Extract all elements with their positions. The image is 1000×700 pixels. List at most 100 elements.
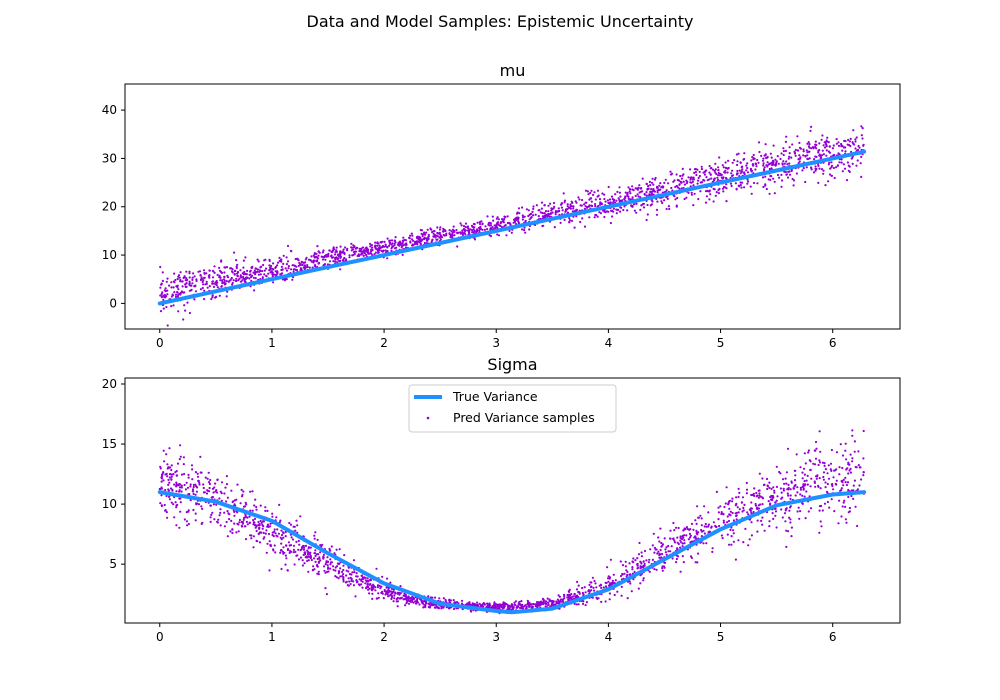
- sample-point: [291, 264, 294, 267]
- sample-point: [407, 602, 411, 605]
- sample-point: [840, 479, 844, 482]
- sample-point: [835, 468, 838, 471]
- sample-point: [485, 605, 488, 609]
- sample-point: [215, 279, 218, 283]
- sample-point: [840, 145, 843, 148]
- sample-point: [160, 480, 163, 483]
- sample-point: [632, 203, 636, 206]
- sample-point: [388, 244, 391, 247]
- sample-point: [246, 523, 249, 526]
- sample-point: [635, 211, 638, 214]
- sample-point: [267, 532, 271, 536]
- sample-point: [289, 523, 293, 526]
- sample-point: [732, 519, 736, 522]
- sample-point: [182, 276, 185, 279]
- sample-point: [466, 226, 470, 229]
- sample-point: [774, 158, 777, 161]
- sample-point: [802, 154, 805, 157]
- sample-point: [253, 289, 256, 292]
- sample-point: [776, 155, 779, 158]
- sample-point: [275, 516, 278, 519]
- sample-point: [790, 535, 793, 538]
- sample-point: [801, 494, 804, 497]
- sample-point: [759, 503, 762, 506]
- sample-point: [661, 201, 664, 205]
- sample-point: [641, 177, 644, 180]
- sample-point: [696, 182, 699, 185]
- sample-point: [830, 469, 833, 472]
- sample-point: [798, 154, 801, 157]
- sample-point: [356, 580, 359, 583]
- sample-point: [312, 565, 315, 568]
- sample-point: [599, 201, 602, 204]
- sample-point: [840, 487, 843, 490]
- sample-point: [386, 237, 389, 240]
- sample-point: [166, 293, 169, 296]
- sample-point: [703, 505, 706, 508]
- sample-point: [245, 272, 248, 276]
- sample-point: [191, 276, 194, 279]
- sample-point: [721, 537, 724, 540]
- sample-point: [746, 171, 750, 174]
- sample-point: [478, 221, 481, 224]
- sample-point: [238, 521, 241, 524]
- sample-point: [718, 524, 721, 528]
- sample-point: [202, 279, 205, 282]
- sample-point: [640, 204, 643, 207]
- sample-point: [818, 461, 822, 464]
- sample-point: [768, 481, 771, 484]
- sample-point: [258, 527, 261, 530]
- sample-point: [591, 204, 594, 208]
- sample-point: [700, 517, 703, 520]
- sample-point: [352, 559, 356, 562]
- sample-point: [361, 586, 364, 589]
- sample-point: [368, 583, 371, 586]
- sample-point: [342, 578, 345, 582]
- sample-point: [399, 243, 402, 246]
- sample-point: [673, 529, 676, 532]
- sample-point: [521, 603, 524, 606]
- plot-area: [157, 125, 867, 327]
- sample-point: [235, 277, 238, 280]
- sample-point: [270, 264, 273, 268]
- sample-point: [181, 280, 184, 283]
- sample-point: [228, 518, 231, 521]
- sample-point: [683, 197, 686, 201]
- sample-point: [646, 203, 649, 207]
- sample-point: [842, 163, 846, 166]
- sample-point: [402, 598, 405, 601]
- sample-point: [758, 489, 761, 492]
- sample-point: [577, 196, 580, 199]
- sample-point: [690, 522, 694, 526]
- sample-point: [269, 271, 272, 274]
- sample-point: [631, 185, 634, 188]
- sample-point: [167, 478, 170, 481]
- sample-point: [809, 129, 812, 132]
- sample-point: [312, 259, 315, 262]
- sample-point: [209, 520, 212, 524]
- sample-point: [232, 279, 235, 282]
- sample-point: [625, 569, 628, 572]
- sample-point: [322, 255, 325, 259]
- sample-point: [619, 206, 622, 209]
- sample-point: [825, 143, 828, 146]
- sample-point: [741, 168, 744, 171]
- sample-point: [221, 282, 224, 285]
- sample-point: [271, 268, 274, 271]
- sample-point: [486, 228, 489, 231]
- sample-point: [463, 231, 466, 234]
- sample-point: [780, 491, 783, 494]
- sample-point: [697, 176, 700, 179]
- sample-point: [599, 212, 603, 215]
- sample-point: [709, 173, 712, 176]
- sample-point: [179, 510, 182, 513]
- sample-point: [727, 503, 730, 506]
- sample-point: [712, 521, 716, 524]
- sample-point: [692, 176, 695, 179]
- sample-point: [642, 206, 646, 209]
- sample-point: [275, 534, 278, 537]
- y-tick-label: 40: [102, 103, 117, 117]
- sample-point: [660, 556, 663, 559]
- sample-point: [195, 279, 198, 283]
- sample-point: [762, 168, 766, 171]
